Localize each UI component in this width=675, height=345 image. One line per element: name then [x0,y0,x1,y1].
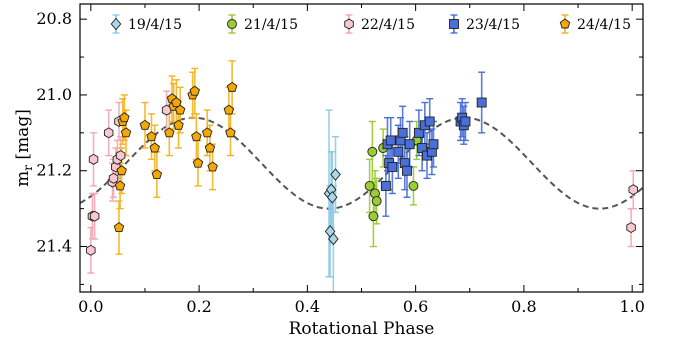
data-point [226,81,238,92]
data-point [326,190,338,204]
legend-label: 24/4/15 [577,17,631,33]
y-axis-title-unit: [mag] [13,109,33,165]
data-point [149,142,160,153]
data-point [201,127,213,138]
data-point [368,211,379,222]
data-point [330,168,341,181]
data-point [328,232,339,246]
legend: 19/4/15 21/4/15 22/4/15 23/4/15 24/4/15 [110,14,631,34]
data-point [393,146,404,157]
data-point [371,196,382,207]
x-tick-label: 0.0 [78,297,103,316]
data-point [223,104,235,115]
data-point [120,127,132,138]
data-point [387,161,398,172]
legend-marker [559,18,571,29]
data-point [191,131,202,142]
data-point [380,180,391,191]
data-point [192,157,204,168]
legend-marker [227,19,237,29]
data-point [408,180,419,191]
plot-frame [79,3,644,293]
x-tick-label: 1.0 [619,297,644,316]
legend-marker [344,18,354,30]
data-point [174,104,186,115]
y-axis-title: mr [mag] [13,109,35,187]
x-tick-label: 0.6 [403,297,428,316]
data-point [108,172,119,184]
data-point [146,131,157,142]
data-point [413,127,424,138]
legend-marker [449,19,459,29]
data-point [115,150,126,162]
data-point [207,161,218,172]
y-axis-title-main: m [13,171,33,187]
data-point [161,104,172,116]
data-point [225,127,236,138]
data-point [476,97,487,108]
data-point [404,139,415,150]
data-point [204,142,216,153]
data-point [397,127,408,138]
data-point [113,222,125,233]
legend-label: 21/4/15 [244,17,298,33]
legend-label: 22/4/15 [361,17,415,33]
legend-marker [110,17,122,31]
data-point [116,165,127,176]
data-point [628,184,638,196]
y-tick-label: 20.8 [36,9,72,28]
data-point [171,97,182,107]
y-tick-label: 21.0 [36,85,72,104]
legend-entry: 21/4/15 [227,14,298,34]
x-tick-label: 0.2 [186,297,211,316]
data-point [164,127,175,138]
legend-entry: 19/4/15 [110,14,182,34]
data-point [151,169,163,179]
legend-label: 19/4/15 [128,17,182,33]
legend-entry: 24/4/15 [559,14,631,34]
data-point [428,139,439,150]
data-point [89,210,100,222]
x-tick-label: 0.8 [511,297,536,316]
y-axis-title-sub: r [21,165,35,171]
y-tick-label: 21.2 [36,161,72,180]
data-point [189,85,200,96]
marker-layer [86,81,638,256]
tick-layer: 0.0 0.2 0.4 0.6 0.8 1.0 20.8 21.0 21.2 21.4 [36,4,645,316]
legend-label: 23/4/15 [466,17,520,33]
y-tick-label: 21.4 [36,237,72,256]
x-axis-title: Rotational Phase [289,319,435,339]
data-point [402,165,412,176]
legend-entry: 22/4/15 [344,14,415,34]
data-point [385,135,396,146]
data-point [460,116,471,127]
data-point [424,116,435,127]
data-point [139,119,151,130]
data-point [88,153,99,165]
x-tick-label: 0.4 [295,297,320,316]
data-point [364,180,375,191]
data-point [626,222,636,234]
data-point [86,244,96,256]
data-point [367,146,378,157]
data-point [173,119,184,130]
data-point [119,112,130,123]
legend-entry: 23/4/15 [449,14,520,34]
data-point [103,127,114,139]
data-point [114,180,126,191]
